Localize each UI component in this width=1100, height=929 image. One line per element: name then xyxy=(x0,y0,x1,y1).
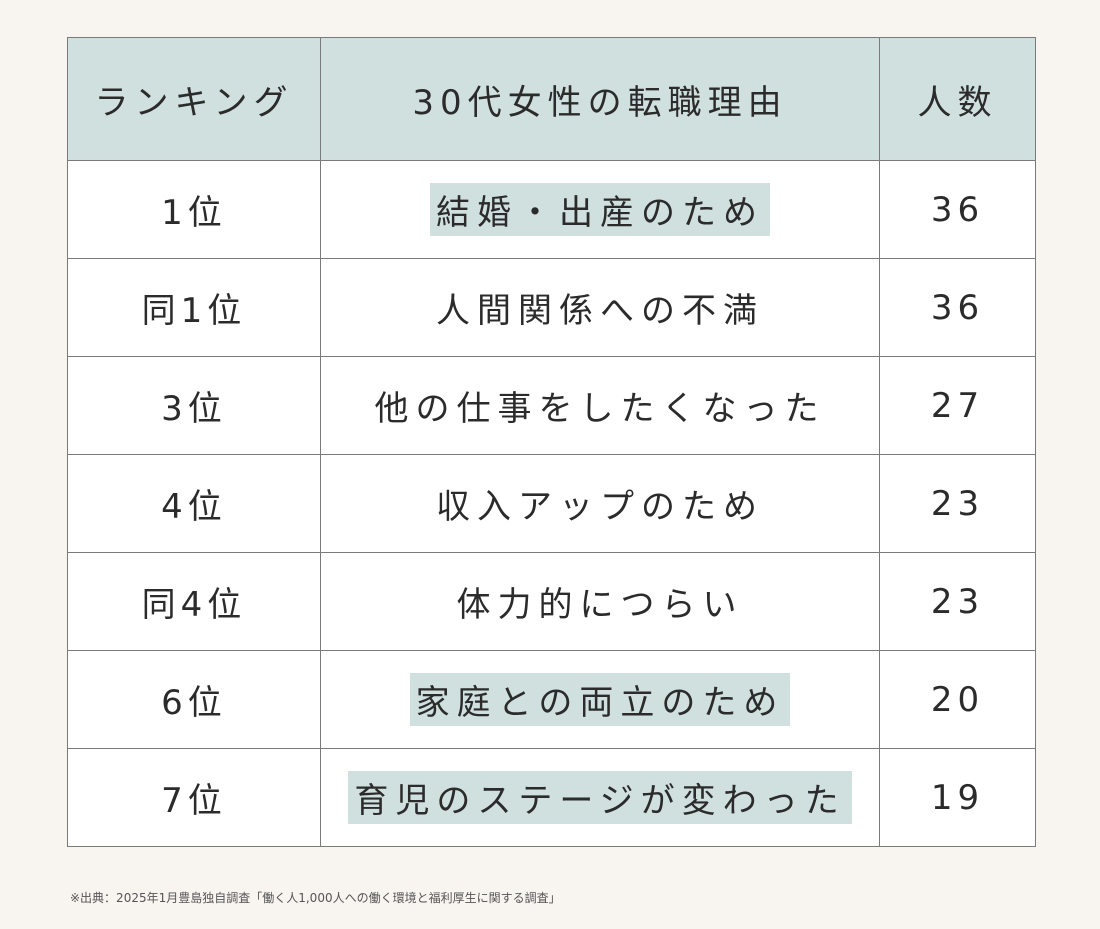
table-row: 6位 家庭との両立のため 20 xyxy=(67,650,1036,749)
header-rank: ランキング xyxy=(67,37,321,161)
rank-cell: 同4位 xyxy=(67,552,321,651)
count-cell: 20 xyxy=(879,650,1036,749)
count-cell: 23 xyxy=(879,552,1036,651)
rank-cell: 1位 xyxy=(67,160,321,259)
reason-text: 他の仕事をしたくなった xyxy=(374,389,826,429)
header-reason: 30代女性の転職理由 xyxy=(320,37,880,161)
count-cell: 36 xyxy=(879,160,1036,259)
table-header: ランキング 30代女性の転職理由 人数 xyxy=(67,37,1036,161)
rank-cell: 3位 xyxy=(67,356,321,455)
reason-text: 育児のステージが変わった xyxy=(348,771,852,824)
table-row: 4位 収入アップのため 23 xyxy=(67,454,1036,553)
reason-text: 人間関係への不満 xyxy=(436,291,764,331)
table-row: 同4位 体力的につらい 23 xyxy=(67,552,1036,651)
rank-cell: 6位 xyxy=(67,650,321,749)
reason-text: 体力的につらい xyxy=(456,585,744,625)
reason-text: 家庭との両立のため xyxy=(409,673,791,726)
table-row: 3位 他の仕事をしたくなった 27 xyxy=(67,356,1036,455)
count-cell: 23 xyxy=(879,454,1036,553)
reason-cell: 家庭との両立のため xyxy=(320,650,880,749)
table-row: 同1位 人間関係への不満 36 xyxy=(67,258,1036,357)
reason-cell: 他の仕事をしたくなった xyxy=(320,356,880,455)
reason-cell: 結婚・出産のため xyxy=(320,160,880,259)
header-count: 人数 xyxy=(879,37,1036,161)
table-row: 1位 結婚・出産のため 36 xyxy=(67,160,1036,259)
count-cell: 36 xyxy=(879,258,1036,357)
table-row: 7位 育児のステージが変わった 19 xyxy=(67,748,1036,847)
reason-cell: 人間関係への不満 xyxy=(320,258,880,357)
reason-text: 結婚・出産のため xyxy=(430,183,770,236)
count-cell: 27 xyxy=(879,356,1036,455)
table-body: 1位 結婚・出産のため 36 同1位 人間関係への不満 36 3位 他の仕事をし… xyxy=(67,160,1036,847)
header-row: ランキング 30代女性の転職理由 人数 xyxy=(67,37,1036,161)
ranking-table: ランキング 30代女性の転職理由 人数 1位 結婚・出産のため 36 同1位 人… xyxy=(67,37,1036,847)
rank-cell: 同1位 xyxy=(67,258,321,357)
count-cell: 19 xyxy=(879,748,1036,847)
rank-cell: 4位 xyxy=(67,454,321,553)
reason-text: 収入アップのため xyxy=(436,487,764,527)
reason-cell: 体力的につらい xyxy=(320,552,880,651)
rank-cell: 7位 xyxy=(67,748,321,847)
reason-cell: 育児のステージが変わった xyxy=(320,748,880,847)
source-footnote: ※出典：2025年1月豊島独自調査「働く人1,000人への働く環境と福利厚生に関… xyxy=(70,891,561,905)
reason-cell: 収入アップのため xyxy=(320,454,880,553)
